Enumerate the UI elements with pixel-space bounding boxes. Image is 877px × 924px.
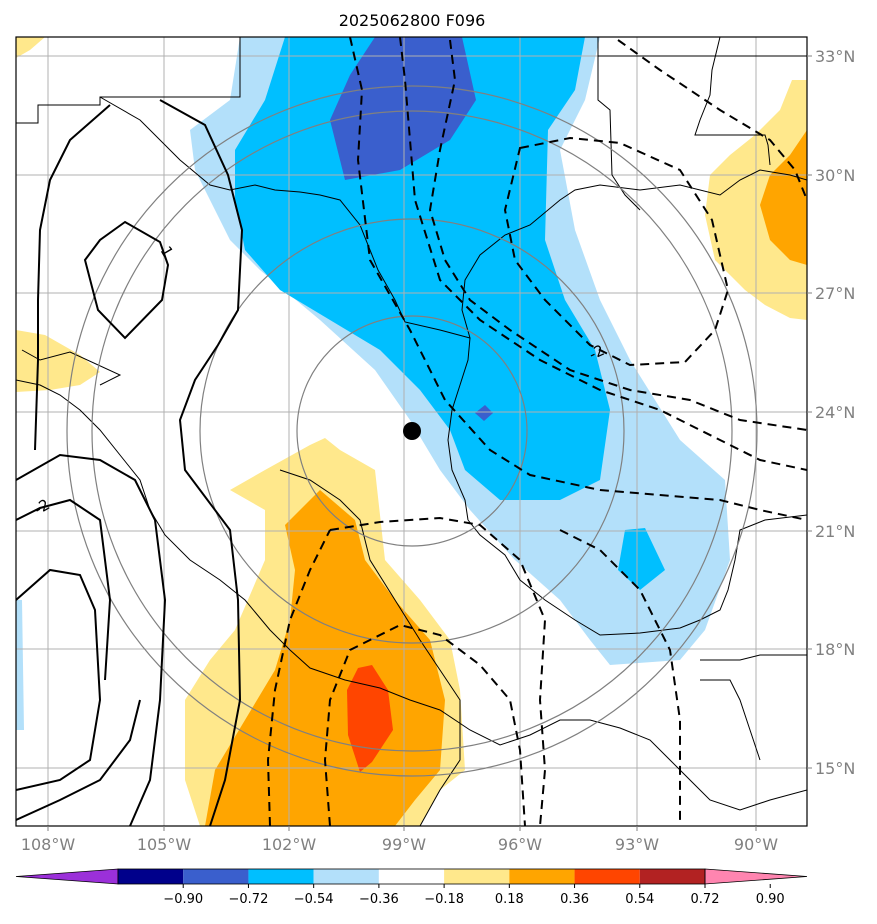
colorbar-outline	[117, 868, 706, 885]
orange-east-region	[760, 130, 807, 265]
royal-blue-region	[330, 37, 476, 180]
axis-ticks	[47, 55, 812, 831]
colorbar-swatch	[574, 869, 640, 884]
colorbar-swatch	[509, 869, 575, 884]
lat-label: 33°N	[815, 47, 855, 66]
colorbar-swatch	[248, 869, 314, 884]
colorbar-tick-label: 0.54	[625, 892, 654, 907]
dashed-contours	[266, 37, 807, 826]
lat-label: 18°N	[815, 640, 855, 659]
colorbar-tick-label: 0.36	[560, 892, 589, 907]
lat-label: 21°N	[815, 522, 855, 541]
colorbar-swatch	[313, 869, 379, 884]
light-blue-west-edge	[16, 600, 24, 730]
colorbar-swatch	[183, 869, 249, 884]
colorbar: −0.90 −0.72 −0.54 −0.36 −0.18 0.18 0.36 0.54 0.7…	[15, 868, 808, 907]
lon-label: 105°W	[137, 835, 192, 854]
colorbar-tick-label: −0.36	[359, 892, 399, 907]
lat-label: 24°N	[815, 403, 855, 422]
lon-label: 96°W	[498, 835, 542, 854]
lat-label: 30°N	[815, 166, 855, 185]
longitude-labels: 108°W 105°W 102°W 99°W 96°W 93°W 90°W	[21, 835, 778, 854]
figure-title: 2025062800 F096	[339, 11, 486, 30]
colorbar-tick-label: 0.90	[756, 892, 785, 907]
colorbar-tick-label: −0.90	[163, 892, 203, 907]
lon-label: 108°W	[21, 835, 76, 854]
orange-red-region	[347, 665, 393, 772]
lon-label: 99°W	[382, 835, 426, 854]
lat-label: 27°N	[815, 284, 855, 303]
colorbar-extend-high	[704, 868, 808, 885]
colorbar-swatch	[444, 869, 510, 884]
lat-label: 15°N	[815, 759, 855, 778]
contour-label-neg2-east: -2	[586, 341, 607, 364]
contour-label-1: 1	[157, 243, 177, 260]
lon-label: 93°W	[615, 835, 659, 854]
lon-label: 102°W	[262, 835, 317, 854]
yellow-nw-corner	[16, 37, 45, 58]
contour-label-neg2-west: -2	[31, 495, 53, 518]
colorbar-tick-label: −0.72	[229, 892, 269, 907]
royal-blue-spot	[475, 405, 493, 421]
colorbar-swatch	[118, 869, 184, 884]
lon-label: 90°W	[734, 835, 778, 854]
latitude-labels: 33°N 30°N 27°N 24°N 21°N 18°N 15°N	[815, 47, 855, 778]
colorbar-tick-label: 0.72	[691, 892, 720, 907]
map-frame	[15, 36, 808, 827]
storm-center-dot	[403, 422, 421, 440]
sky-blue-spot	[618, 528, 665, 590]
colorbar-tick-label: −0.18	[424, 892, 464, 907]
map-area: 1 -2 -2	[16, 37, 807, 826]
colorbar-tick-label: −0.54	[294, 892, 334, 907]
colorbar-extend-low	[15, 868, 119, 885]
sky-blue-region	[235, 37, 610, 500]
solid-contours	[16, 99, 244, 826]
colorbar-swatch	[378, 869, 445, 884]
range-rings	[66, 85, 758, 777]
colorbar-swatch	[639, 869, 705, 884]
colorbar-tick-label: 0.18	[495, 892, 524, 907]
